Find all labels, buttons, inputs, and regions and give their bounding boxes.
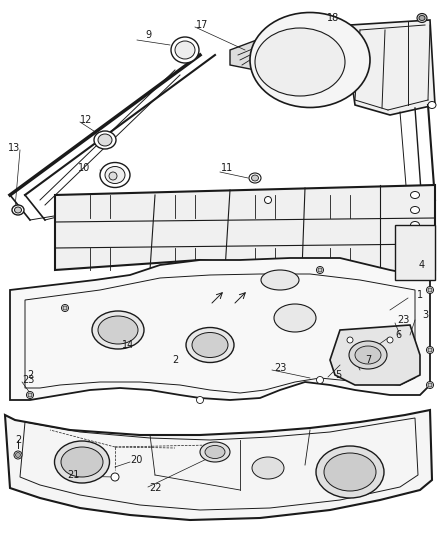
Text: 13: 13 xyxy=(8,143,20,153)
Ellipse shape xyxy=(100,163,130,188)
Ellipse shape xyxy=(105,166,125,183)
Ellipse shape xyxy=(347,337,353,343)
Text: 20: 20 xyxy=(130,455,142,465)
Ellipse shape xyxy=(274,304,316,332)
Ellipse shape xyxy=(410,191,420,198)
Ellipse shape xyxy=(317,266,324,273)
Ellipse shape xyxy=(200,442,230,462)
Text: 14: 14 xyxy=(122,340,134,350)
Ellipse shape xyxy=(410,237,420,244)
Text: 2: 2 xyxy=(27,370,33,380)
Text: 7: 7 xyxy=(365,355,371,365)
Ellipse shape xyxy=(251,175,258,181)
Polygon shape xyxy=(5,410,432,520)
Text: 2: 2 xyxy=(172,355,178,365)
Text: 23: 23 xyxy=(397,315,409,325)
Ellipse shape xyxy=(14,451,22,459)
Ellipse shape xyxy=(265,197,272,204)
Ellipse shape xyxy=(98,134,112,146)
Ellipse shape xyxy=(63,306,67,310)
Ellipse shape xyxy=(428,101,436,109)
Ellipse shape xyxy=(14,207,21,213)
Ellipse shape xyxy=(428,348,432,352)
Ellipse shape xyxy=(28,393,32,397)
Ellipse shape xyxy=(261,270,299,290)
Ellipse shape xyxy=(197,397,204,403)
Ellipse shape xyxy=(428,288,432,292)
Ellipse shape xyxy=(410,206,420,214)
Ellipse shape xyxy=(186,327,234,362)
Text: 11: 11 xyxy=(221,163,233,173)
Text: 22: 22 xyxy=(149,483,161,493)
Text: 1: 1 xyxy=(417,290,423,300)
Ellipse shape xyxy=(417,13,427,22)
Ellipse shape xyxy=(54,441,110,483)
Text: 21: 21 xyxy=(67,470,79,480)
Text: 4: 4 xyxy=(419,260,425,270)
Ellipse shape xyxy=(317,376,324,384)
Ellipse shape xyxy=(427,382,434,389)
Ellipse shape xyxy=(318,268,322,272)
Ellipse shape xyxy=(410,222,420,229)
Text: 17: 17 xyxy=(196,20,208,30)
Polygon shape xyxy=(230,35,270,70)
Ellipse shape xyxy=(27,392,33,399)
Ellipse shape xyxy=(387,337,393,343)
Ellipse shape xyxy=(94,131,116,149)
Ellipse shape xyxy=(192,333,228,358)
Text: 2: 2 xyxy=(15,435,21,445)
Ellipse shape xyxy=(92,311,144,349)
Ellipse shape xyxy=(349,341,387,369)
Ellipse shape xyxy=(324,453,376,491)
Ellipse shape xyxy=(15,453,21,457)
Ellipse shape xyxy=(249,173,261,183)
Ellipse shape xyxy=(428,383,432,387)
Text: 18: 18 xyxy=(327,13,339,23)
Ellipse shape xyxy=(61,447,103,477)
Ellipse shape xyxy=(427,287,434,294)
Ellipse shape xyxy=(61,304,68,311)
Text: 5: 5 xyxy=(335,370,341,380)
Ellipse shape xyxy=(109,172,117,180)
Text: 6: 6 xyxy=(395,330,401,340)
Text: 23: 23 xyxy=(274,363,286,373)
Ellipse shape xyxy=(12,205,24,215)
Ellipse shape xyxy=(255,28,345,96)
Polygon shape xyxy=(10,258,430,400)
Ellipse shape xyxy=(250,12,370,108)
Ellipse shape xyxy=(427,346,434,353)
Text: 12: 12 xyxy=(80,115,92,125)
Text: 9: 9 xyxy=(145,30,151,40)
Polygon shape xyxy=(348,20,435,115)
Polygon shape xyxy=(55,185,435,275)
Bar xyxy=(395,225,435,280)
Ellipse shape xyxy=(98,316,138,344)
Ellipse shape xyxy=(171,37,199,63)
Text: 10: 10 xyxy=(78,163,90,173)
Ellipse shape xyxy=(205,446,225,458)
Ellipse shape xyxy=(111,473,119,481)
Polygon shape xyxy=(330,325,420,385)
Ellipse shape xyxy=(252,457,284,479)
Text: 3: 3 xyxy=(422,310,428,320)
Text: 23: 23 xyxy=(22,375,34,385)
Ellipse shape xyxy=(175,41,195,59)
Ellipse shape xyxy=(410,266,420,273)
Ellipse shape xyxy=(316,446,384,498)
Ellipse shape xyxy=(410,252,420,259)
Ellipse shape xyxy=(419,15,425,20)
Ellipse shape xyxy=(355,346,381,364)
